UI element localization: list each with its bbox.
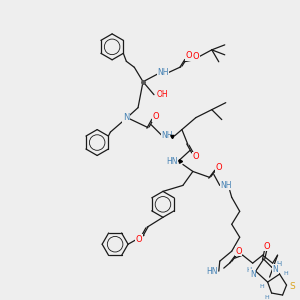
Text: O: O (136, 235, 142, 244)
Text: N: N (250, 270, 256, 279)
Text: NH: NH (220, 181, 232, 190)
Text: N: N (273, 265, 278, 274)
Text: S: S (290, 282, 296, 291)
Text: O: O (193, 52, 199, 61)
Text: HN: HN (166, 157, 178, 166)
Text: O: O (215, 163, 222, 172)
Text: H: H (283, 271, 288, 276)
Text: O: O (186, 51, 192, 60)
Text: NH: NH (161, 131, 173, 140)
Text: H: H (264, 295, 269, 299)
Text: O: O (153, 112, 159, 121)
Text: O: O (193, 152, 199, 161)
Text: N: N (123, 113, 129, 122)
Text: H: H (259, 284, 264, 289)
Text: OH: OH (156, 90, 168, 99)
Text: O: O (236, 247, 242, 256)
Text: HN: HN (206, 267, 218, 276)
Text: H: H (246, 267, 251, 273)
Text: O: O (263, 242, 270, 251)
Text: NH: NH (157, 68, 169, 77)
Text: H: H (276, 261, 281, 267)
